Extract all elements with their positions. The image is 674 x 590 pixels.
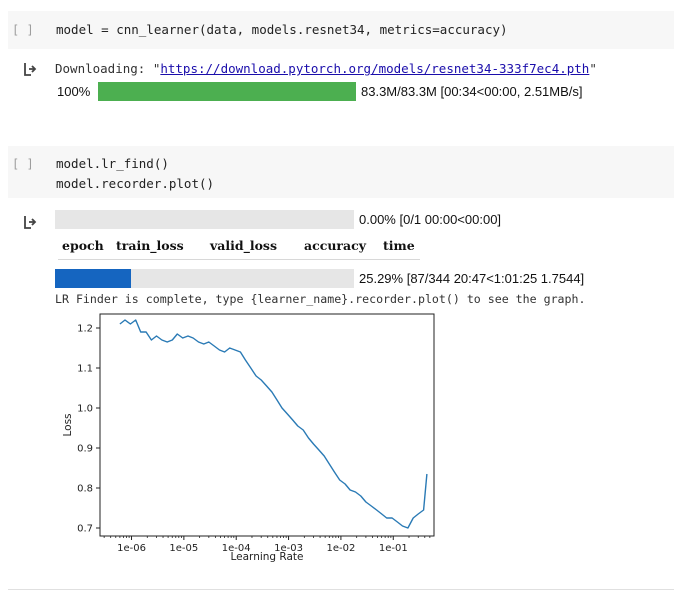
col-header-train-loss: train_loss [116, 238, 184, 253]
y-tick-label: 1.1 [77, 364, 93, 375]
run-cell-1-indicator[interactable]: [ ] [12, 23, 34, 37]
download-message: Downloading: "https://download.pytorch.o… [55, 61, 597, 76]
plot-area [99, 313, 435, 537]
col-header-epoch: epoch [62, 238, 104, 253]
download-status: 83.3M/83.3M [00:34<00:00, 2.51MB/s] [361, 84, 583, 99]
x-tick-label: 1e-02 [326, 543, 355, 554]
code-line[interactable]: model.recorder.plot() [56, 176, 215, 191]
code-line[interactable]: model.lr_find() [56, 156, 169, 171]
x-axis-label: Learning Rate [231, 551, 304, 563]
x-tick-label: 1e-01 [379, 543, 408, 554]
lr-loss-chart: 1e-06 1e-05 1e-04 1e-03 1e-02 1e-01 0.7 0.8 0.9… [62, 313, 435, 563]
output-toggle-icon[interactable] [22, 61, 38, 77]
col-header-accuracy: accuracy [304, 238, 366, 253]
y-tick-label: 0.9 [77, 444, 93, 455]
download-link[interactable]: https://download.pytorch.org/models/resn… [160, 61, 590, 76]
table-header-divider [58, 259, 420, 260]
batch-progress-bar [55, 269, 354, 288]
x-tick-label: 1e-04 [222, 543, 251, 554]
download-progress-bar [98, 82, 356, 101]
y-tick-label: 0.7 [77, 524, 93, 535]
code-line[interactable]: model = cnn_learner(data, models.resnet3… [56, 22, 508, 37]
epoch-progress-bar [55, 210, 354, 229]
x-tick-label: 1e-06 [117, 543, 146, 554]
batch-status: 25.29% [87/344 20:47<1:01:25 1.7544] [359, 271, 585, 286]
col-header-time: time [383, 238, 415, 253]
code-cell-2[interactable]: [ ] model.lr_find() model.recorder.plot(… [8, 146, 674, 198]
batch-progress-fill [55, 269, 131, 288]
x-tick-label: 1e-03 [274, 543, 303, 554]
download-progress-fill [98, 82, 356, 101]
code-cell-1[interactable]: [ ] model = cnn_learner(data, models.res… [8, 11, 674, 49]
x-tick-label: 1e-05 [169, 543, 198, 554]
download-percent: 100% [57, 84, 91, 99]
col-header-valid-loss: valid_loss [210, 238, 278, 253]
y-tick-label: 1.0 [77, 404, 93, 415]
y-axis-label: Loss [62, 413, 74, 436]
y-tick-label: 1.2 [77, 324, 93, 335]
run-cell-2-indicator[interactable]: [ ] [12, 157, 34, 171]
download-prefix: Downloading: " [55, 61, 161, 76]
download-suffix: " [589, 61, 597, 76]
output-toggle-icon[interactable] [22, 214, 38, 230]
loss-series-line [119, 319, 428, 529]
lr-finder-message: LR Finder is complete, type {learner_nam… [55, 292, 586, 306]
epoch-status: 0.00% [0/1 00:00<00:00] [359, 212, 502, 227]
y-tick-label: 0.8 [77, 484, 93, 495]
